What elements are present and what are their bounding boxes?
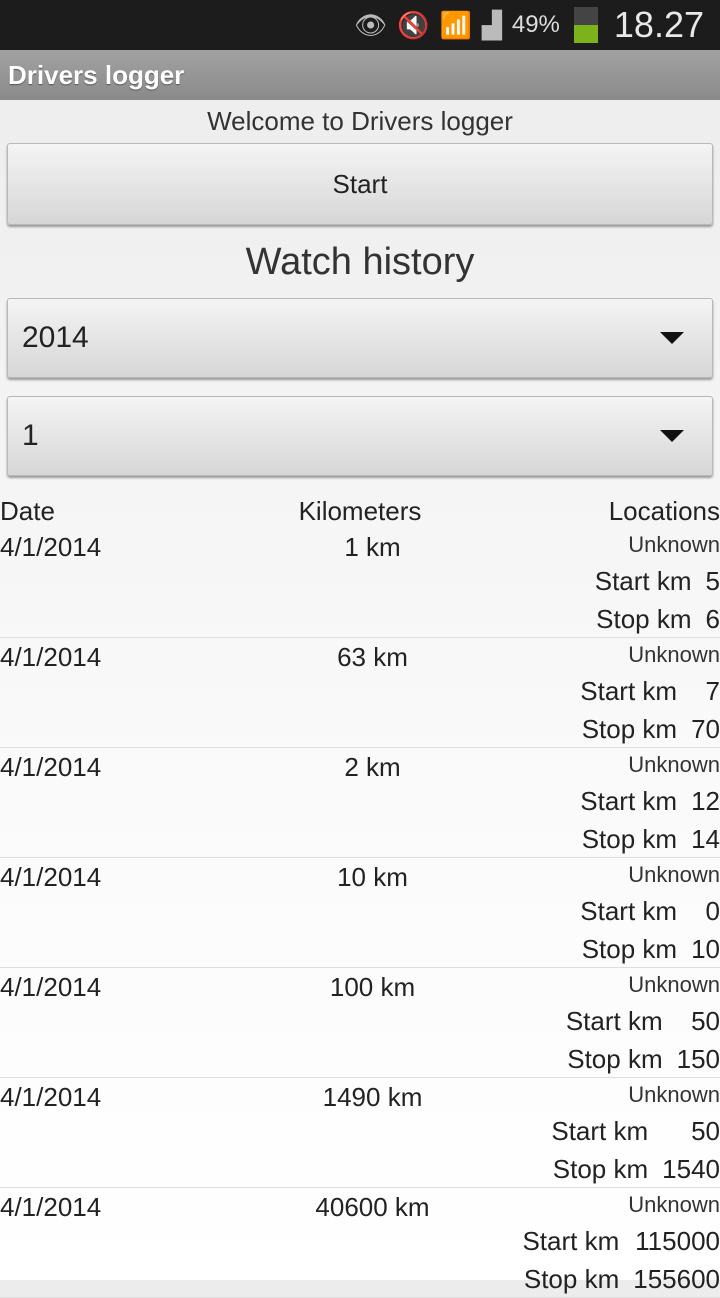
signal-icon: ▟ bbox=[481, 9, 502, 40]
row-location: Unknown Start km 50 Stop km 1540 bbox=[480, 1078, 720, 1187]
start-km-label: Start km bbox=[565, 1006, 663, 1036]
row-location: Unknown Start km 50 Stop km 150 bbox=[480, 968, 720, 1077]
header-date: Date bbox=[0, 495, 55, 526]
stop-km-value: 70 bbox=[691, 714, 720, 744]
row-km: 2 km bbox=[344, 752, 401, 782]
start-km-label: Start km bbox=[580, 896, 678, 926]
start-km-label: Start km bbox=[580, 786, 678, 816]
location-name: Unknown bbox=[628, 972, 720, 997]
mute-icon: 🔇 bbox=[397, 9, 430, 40]
row-location: Unknown Start km 12 Stop km 14 bbox=[480, 748, 720, 857]
status-bar: 👁 🔇 📶 ▟ 49% 18.27 bbox=[0, 0, 720, 50]
table-row[interactable]: 4/1/2014 2 km Unknown Start km 12 Stop km… bbox=[0, 748, 720, 858]
start-km-value: 50 bbox=[691, 1006, 720, 1036]
start-km-value: 50 bbox=[691, 1116, 720, 1146]
start-button[interactable]: Start bbox=[7, 143, 713, 225]
row-date: 4/1/2014 bbox=[0, 1082, 102, 1112]
stop-km-value: 1540 bbox=[662, 1154, 720, 1184]
wifi-icon: 📶 bbox=[439, 9, 472, 40]
year-spinner[interactable]: 2014 bbox=[7, 298, 713, 378]
stop-km-value: 6 bbox=[705, 604, 720, 634]
row-km: 40600 km bbox=[315, 1192, 430, 1222]
row-location: Unknown Start km 115000 Stop km 155600 bbox=[480, 1188, 720, 1297]
row-date: 4/1/2014 bbox=[0, 1192, 102, 1222]
table-row[interactable]: 4/1/2014 40600 km Unknown Start km 115000… bbox=[0, 1188, 720, 1298]
stop-km-label: Stop km bbox=[581, 714, 678, 744]
stop-km-value: 14 bbox=[691, 824, 720, 854]
stop-km-label: Stop km bbox=[567, 1044, 663, 1074]
row-date: 4/1/2014 bbox=[0, 862, 102, 892]
table-row[interactable]: 4/1/2014 100 km Unknown Start km 50 Stop … bbox=[0, 968, 720, 1078]
stop-km-value: 10 bbox=[691, 934, 720, 964]
stop-km-value: 155600 bbox=[633, 1264, 720, 1294]
month-value: 1 bbox=[22, 419, 39, 452]
location-name: Unknown bbox=[628, 642, 720, 667]
header-locations: Locations bbox=[608, 495, 720, 526]
start-km-value: 115000 bbox=[635, 1226, 720, 1256]
location-name: Unknown bbox=[628, 1082, 720, 1107]
dropdown-arrow-icon bbox=[660, 430, 684, 442]
table-row[interactable]: 4/1/2014 1490 km Unknown Start km 50 Stop… bbox=[0, 1078, 720, 1188]
row-date: 4/1/2014 bbox=[0, 972, 102, 1002]
stop-km-label: Stop km bbox=[581, 824, 678, 854]
table-row[interactable]: 4/1/2014 10 km Unknown Start km 0 Stop km… bbox=[0, 858, 720, 968]
year-value: 2014 bbox=[22, 321, 89, 354]
clock: 18.27 bbox=[613, 4, 704, 45]
app-title: Drivers logger bbox=[0, 50, 720, 100]
stop-km-label: Stop km bbox=[523, 1264, 620, 1294]
row-date: 4/1/2014 bbox=[0, 642, 102, 672]
row-location: Unknown Start km 7 Stop km 70 bbox=[480, 638, 720, 747]
table-row[interactable]: 4/1/2014 1 km Unknown Start km 5 Stop km 6 bbox=[0, 528, 720, 638]
location-name: Unknown bbox=[628, 532, 720, 557]
eye-icon: 👁 bbox=[354, 9, 388, 40]
start-km-value: 0 bbox=[705, 896, 720, 926]
table-header: Date Kilometers Locations bbox=[0, 494, 720, 528]
month-spinner[interactable]: 1 bbox=[7, 396, 713, 476]
history-list: 4/1/2014 1 km Unknown Start km 5 Stop km 6… bbox=[0, 528, 720, 1298]
start-km-value: 12 bbox=[691, 786, 720, 816]
start-km-value: 5 bbox=[705, 566, 720, 596]
start-km-label: Start km bbox=[551, 1116, 649, 1146]
start-km-value: 7 bbox=[705, 676, 720, 706]
row-location: Unknown Start km 5 Stop km 6 bbox=[480, 528, 720, 637]
start-km-label: Start km bbox=[594, 566, 692, 596]
location-name: Unknown bbox=[628, 1192, 720, 1217]
table-row[interactable]: 4/1/2014 63 km Unknown Start km 7 Stop km… bbox=[0, 638, 720, 748]
stop-km-value: 150 bbox=[676, 1044, 720, 1074]
welcome-text: Welcome to Drivers logger bbox=[207, 106, 513, 136]
location-name: Unknown bbox=[628, 752, 720, 777]
stop-km-label: Stop km bbox=[581, 934, 678, 964]
battery-icon bbox=[573, 7, 598, 43]
row-km: 1 km bbox=[344, 532, 401, 562]
stop-km-label: Stop km bbox=[552, 1154, 649, 1184]
start-km-label: Start km bbox=[580, 676, 678, 706]
header-km: Kilometers bbox=[298, 495, 422, 526]
row-km: 10 km bbox=[337, 862, 408, 892]
row-date: 4/1/2014 bbox=[0, 532, 102, 562]
row-km: 1490 km bbox=[322, 1082, 423, 1112]
battery-percent: 49% bbox=[511, 11, 560, 38]
dropdown-arrow-icon bbox=[660, 332, 684, 344]
location-name: Unknown bbox=[628, 862, 720, 887]
row-km: 63 km bbox=[337, 642, 408, 672]
row-date: 4/1/2014 bbox=[0, 752, 102, 782]
start-km-label: Start km bbox=[522, 1226, 620, 1256]
row-km: 100 km bbox=[329, 972, 416, 1002]
row-location: Unknown Start km 0 Stop km 10 bbox=[480, 858, 720, 967]
history-title: Watch history bbox=[245, 241, 475, 283]
stop-km-label: Stop km bbox=[596, 604, 692, 634]
